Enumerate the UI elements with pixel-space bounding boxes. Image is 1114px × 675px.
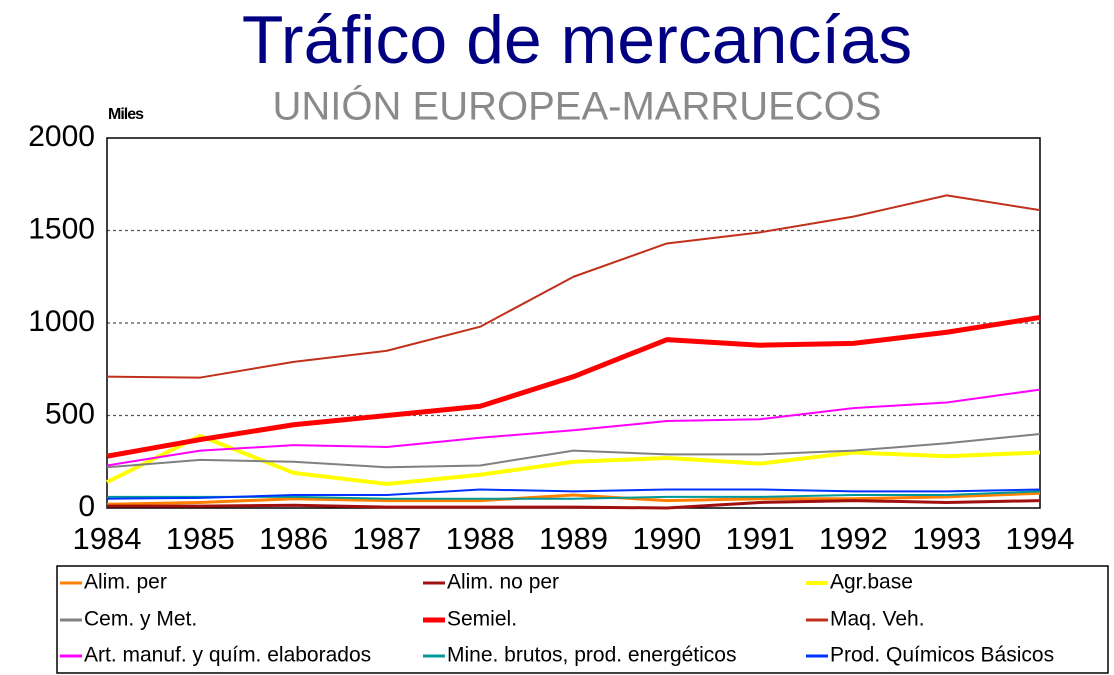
legend-label: Prod. Químicos Básicos: [830, 644, 1054, 667]
x-tick-label: 1991: [726, 521, 795, 556]
chart-title: Tráfico de mercancías: [242, 2, 912, 78]
x-tick-label: 1984: [73, 521, 142, 556]
y-tick-label: 1000: [28, 305, 95, 338]
legend-label: Art. manuf. y quím. elaborados: [84, 644, 371, 667]
legend-label: Alim. no per: [447, 571, 559, 594]
legend-label: Agr.base: [830, 571, 913, 594]
legend-label: Semiel.: [447, 608, 517, 631]
series-line: [106, 314, 1041, 459]
x-tick-label: 1988: [446, 521, 515, 556]
x-tick-label: 1989: [539, 521, 608, 556]
x-tick-label: 1993: [912, 521, 981, 556]
series-line: [106, 433, 1041, 469]
x-tick-label: 1987: [352, 521, 421, 556]
legend-label: Maq. Veh.: [830, 608, 925, 631]
legend-box: [56, 565, 1109, 674]
series-line: [106, 491, 1041, 506]
x-tick-label: 1990: [632, 521, 701, 556]
x-tick-label: 1985: [166, 521, 235, 556]
x-tick-label: 1986: [259, 521, 328, 556]
legend-label: Mine. brutos, prod. energéticos: [447, 644, 737, 667]
chart-subtitle: UNIÓN EUROPEA-MARRUECOS: [273, 84, 882, 129]
y-tick-label: 2000: [28, 120, 95, 153]
y-axis-label: Miles: [108, 106, 144, 123]
y-tick-label: 0: [78, 490, 95, 523]
x-tick-label: 1994: [1006, 521, 1075, 556]
series-line: [106, 194, 1041, 379]
series-line: [106, 388, 1041, 467]
legend-label: Cem. y Met.: [84, 608, 197, 631]
series-line: [106, 488, 1041, 500]
x-tick-label: 1992: [819, 521, 888, 556]
legend-label: Alim. per: [84, 571, 167, 594]
y-tick-label: 500: [45, 397, 95, 430]
y-tick-label: 1500: [28, 212, 95, 245]
series-line: [107, 499, 1041, 510]
